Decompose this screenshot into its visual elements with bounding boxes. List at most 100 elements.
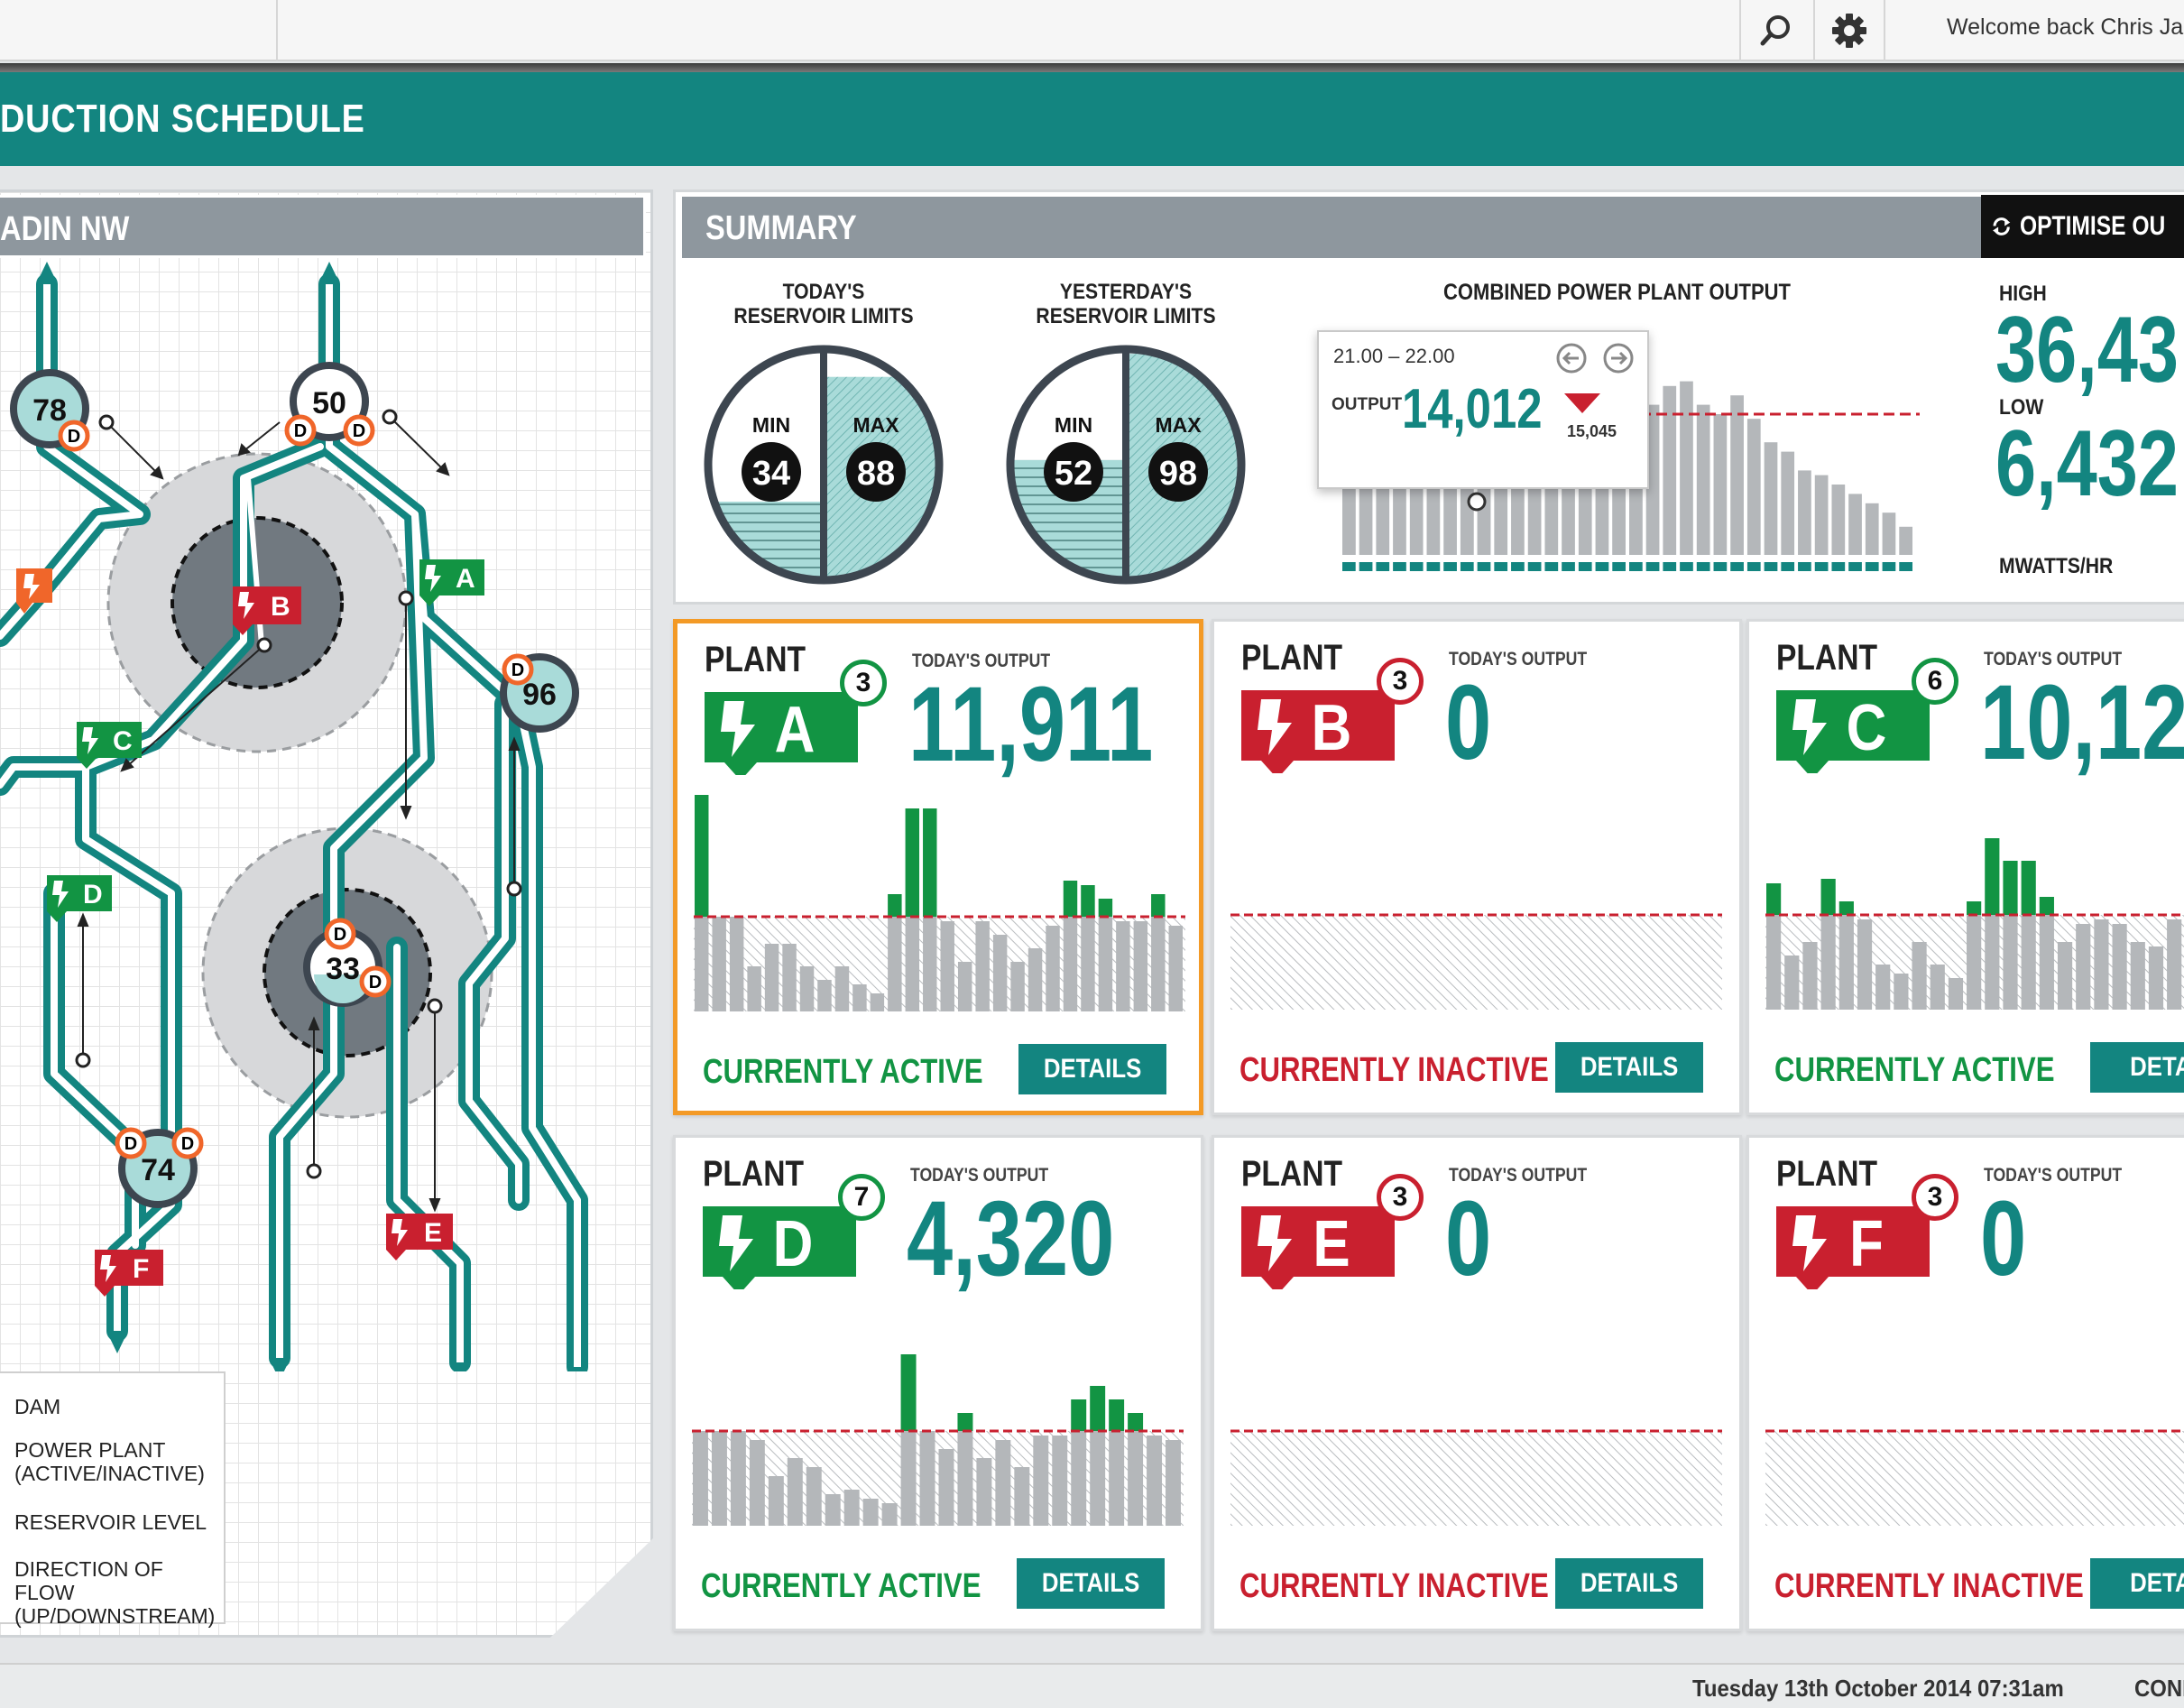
selected-point-marker[interactable] xyxy=(1467,492,1487,512)
map-plant-e[interactable]: E xyxy=(386,1214,453,1260)
plant-output-chart xyxy=(692,1354,1184,1526)
plant-card-d[interactable]: PLANT D 7 TODAY'S OUTPUT 4,320 CURRENTLY… xyxy=(673,1135,1203,1631)
dam-marker-label: D xyxy=(294,421,307,441)
output-bar[interactable] xyxy=(1663,385,1677,555)
output-bar xyxy=(749,1440,765,1526)
output-bar xyxy=(1912,942,1927,1010)
dam-level: 74 xyxy=(141,1153,175,1187)
details-button[interactable]: DETAILS xyxy=(1017,1558,1165,1609)
min-value: 34 xyxy=(752,455,790,493)
output-bar xyxy=(957,962,972,1011)
combined-output-title: COMBINED POWER PLANT OUTPUT xyxy=(1443,280,1791,305)
plant-card-a[interactable]: PLANT A 3 TODAY'S OUTPUT 11,911 CURRENTL… xyxy=(673,619,1203,1115)
map-plant-c[interactable]: C xyxy=(77,722,142,769)
output-bar[interactable] xyxy=(1814,475,1829,555)
legend-power-plant: POWER PLANT (ACTIVE/INACTIVE) xyxy=(14,1438,205,1485)
map-plant-offscreen[interactable] xyxy=(16,568,52,614)
status-bar: Tuesday 13th October 2014 07:31am CONNE xyxy=(0,1663,2184,1708)
min-value-disc xyxy=(742,442,801,502)
next-arrow-icon[interactable] xyxy=(1603,343,1634,374)
output-bar-base xyxy=(1098,917,1113,1011)
map-plant-letter: C xyxy=(113,726,133,756)
settings-button[interactable] xyxy=(1813,0,1885,61)
top-bar: Welcome back Chris Jar xyxy=(0,0,2184,61)
plant-card-f[interactable]: PLANT F 3 TODAY'S OUTPUT 0 CURRENTLY INA… xyxy=(1746,1135,2184,1631)
output-bar-base xyxy=(1090,1431,1106,1526)
optimise-output-button[interactable]: OPTIMISE OU xyxy=(1981,195,2184,258)
output-bar[interactable] xyxy=(1746,419,1761,555)
details-button[interactable]: DETAILS xyxy=(1018,1044,1166,1094)
output-bar[interactable] xyxy=(1831,485,1846,555)
todays-output-label: TODAY'S OUTPUT xyxy=(1449,649,1588,669)
output-bar-base xyxy=(1071,1431,1087,1526)
output-bar xyxy=(843,1490,860,1526)
output-bar-base xyxy=(1985,915,2000,1010)
output-bar[interactable] xyxy=(1443,475,1457,555)
output-bar xyxy=(693,1431,708,1526)
tooltip-output-label: OUTPUT xyxy=(1332,395,1403,414)
output-bar-base xyxy=(1967,915,1982,1010)
output-bar[interactable] xyxy=(1798,470,1811,555)
todays-output-value: 10,12 xyxy=(1980,663,2184,782)
min-label: MIN xyxy=(1055,413,1092,437)
plant-card-c[interactable]: PLANT C 6 TODAY'S OUTPUT 10,12 CURRENTLY… xyxy=(1746,619,2184,1115)
todays-output-value: 11,911 xyxy=(908,665,1154,784)
output-bar[interactable] xyxy=(1899,526,1912,555)
map-plant-f[interactable]: F xyxy=(95,1250,163,1297)
search-button[interactable] xyxy=(1739,0,1811,61)
output-bar xyxy=(1052,1436,1068,1526)
max-value-disc xyxy=(846,442,906,502)
output-bar xyxy=(862,1499,879,1526)
todays-output-value: 0 xyxy=(1445,1179,1492,1298)
output-bar[interactable] xyxy=(1882,512,1896,555)
plant-badge: D xyxy=(703,1206,856,1289)
map-title: ADIN NW xyxy=(0,210,130,248)
output-bar[interactable] xyxy=(1865,503,1879,555)
map-plant-d[interactable]: D xyxy=(47,875,112,922)
output-bar-excess xyxy=(1081,885,1095,917)
output-bar[interactable] xyxy=(1848,494,1862,555)
output-bar[interactable] xyxy=(1645,404,1660,555)
details-button[interactable]: DETAI xyxy=(2090,1042,2184,1093)
plant-card-b[interactable]: PLANT B 3 TODAY'S OUTPUT 0 CURRENTLY INA… xyxy=(1212,619,1742,1115)
output-bar[interactable] xyxy=(1696,404,1710,555)
output-bar[interactable] xyxy=(1494,475,1508,555)
output-bar[interactable] xyxy=(1781,451,1795,555)
timeline-segment xyxy=(1511,562,1525,571)
map-plant-letter: B xyxy=(271,592,290,622)
lightning-icon xyxy=(23,574,40,599)
capacity-hatch xyxy=(1230,1431,1722,1526)
todays-output-value: 4,320 xyxy=(907,1179,1115,1298)
details-button[interactable]: DETAILS xyxy=(1555,1558,1703,1609)
output-bar xyxy=(992,935,1008,1011)
output-bar-excess xyxy=(2003,861,2018,915)
output-bar[interactable] xyxy=(1764,442,1778,555)
page-title: DUCTION SCHEDULE xyxy=(0,97,365,141)
plant-letter: A xyxy=(775,694,816,766)
output-bar-base xyxy=(957,1431,973,1526)
title-band: DUCTION SCHEDULE xyxy=(0,72,2184,166)
map-plant-b[interactable]: B xyxy=(233,586,301,635)
plant-status: CURRENTLY INACTIVE xyxy=(1239,1567,1549,1605)
plant-letter: C xyxy=(1847,692,1887,764)
output-bar[interactable] xyxy=(1713,414,1728,555)
map-plant-a[interactable]: A xyxy=(419,559,484,606)
low-label: LOW xyxy=(1999,395,2044,420)
output-bar-excess xyxy=(1063,881,1078,917)
timeline-segment xyxy=(1882,562,1896,571)
timeline-segment xyxy=(1645,562,1660,571)
details-button[interactable]: DETAI xyxy=(2090,1558,2184,1609)
river-network-map[interactable]: 78 50 96 33 74 D D D D D D D D A xyxy=(0,262,653,1371)
details-label: DETAI xyxy=(2130,1568,2184,1598)
output-bar xyxy=(975,921,990,1011)
output-bar-excess xyxy=(1967,901,1982,915)
plant-word: PLANT xyxy=(1776,638,1877,678)
prev-arrow-icon[interactable] xyxy=(1556,343,1587,374)
output-bar[interactable] xyxy=(1680,381,1693,555)
output-bar-base xyxy=(1063,917,1078,1011)
output-bar[interactable] xyxy=(1730,395,1744,555)
output-bar-base xyxy=(1838,915,1854,1010)
plant-card-e[interactable]: PLANT E 3 TODAY'S OUTPUT 0 CURRENTLY INA… xyxy=(1212,1135,1742,1631)
output-bar-excess xyxy=(1109,1399,1125,1431)
details-button[interactable]: DETAILS xyxy=(1555,1042,1703,1093)
